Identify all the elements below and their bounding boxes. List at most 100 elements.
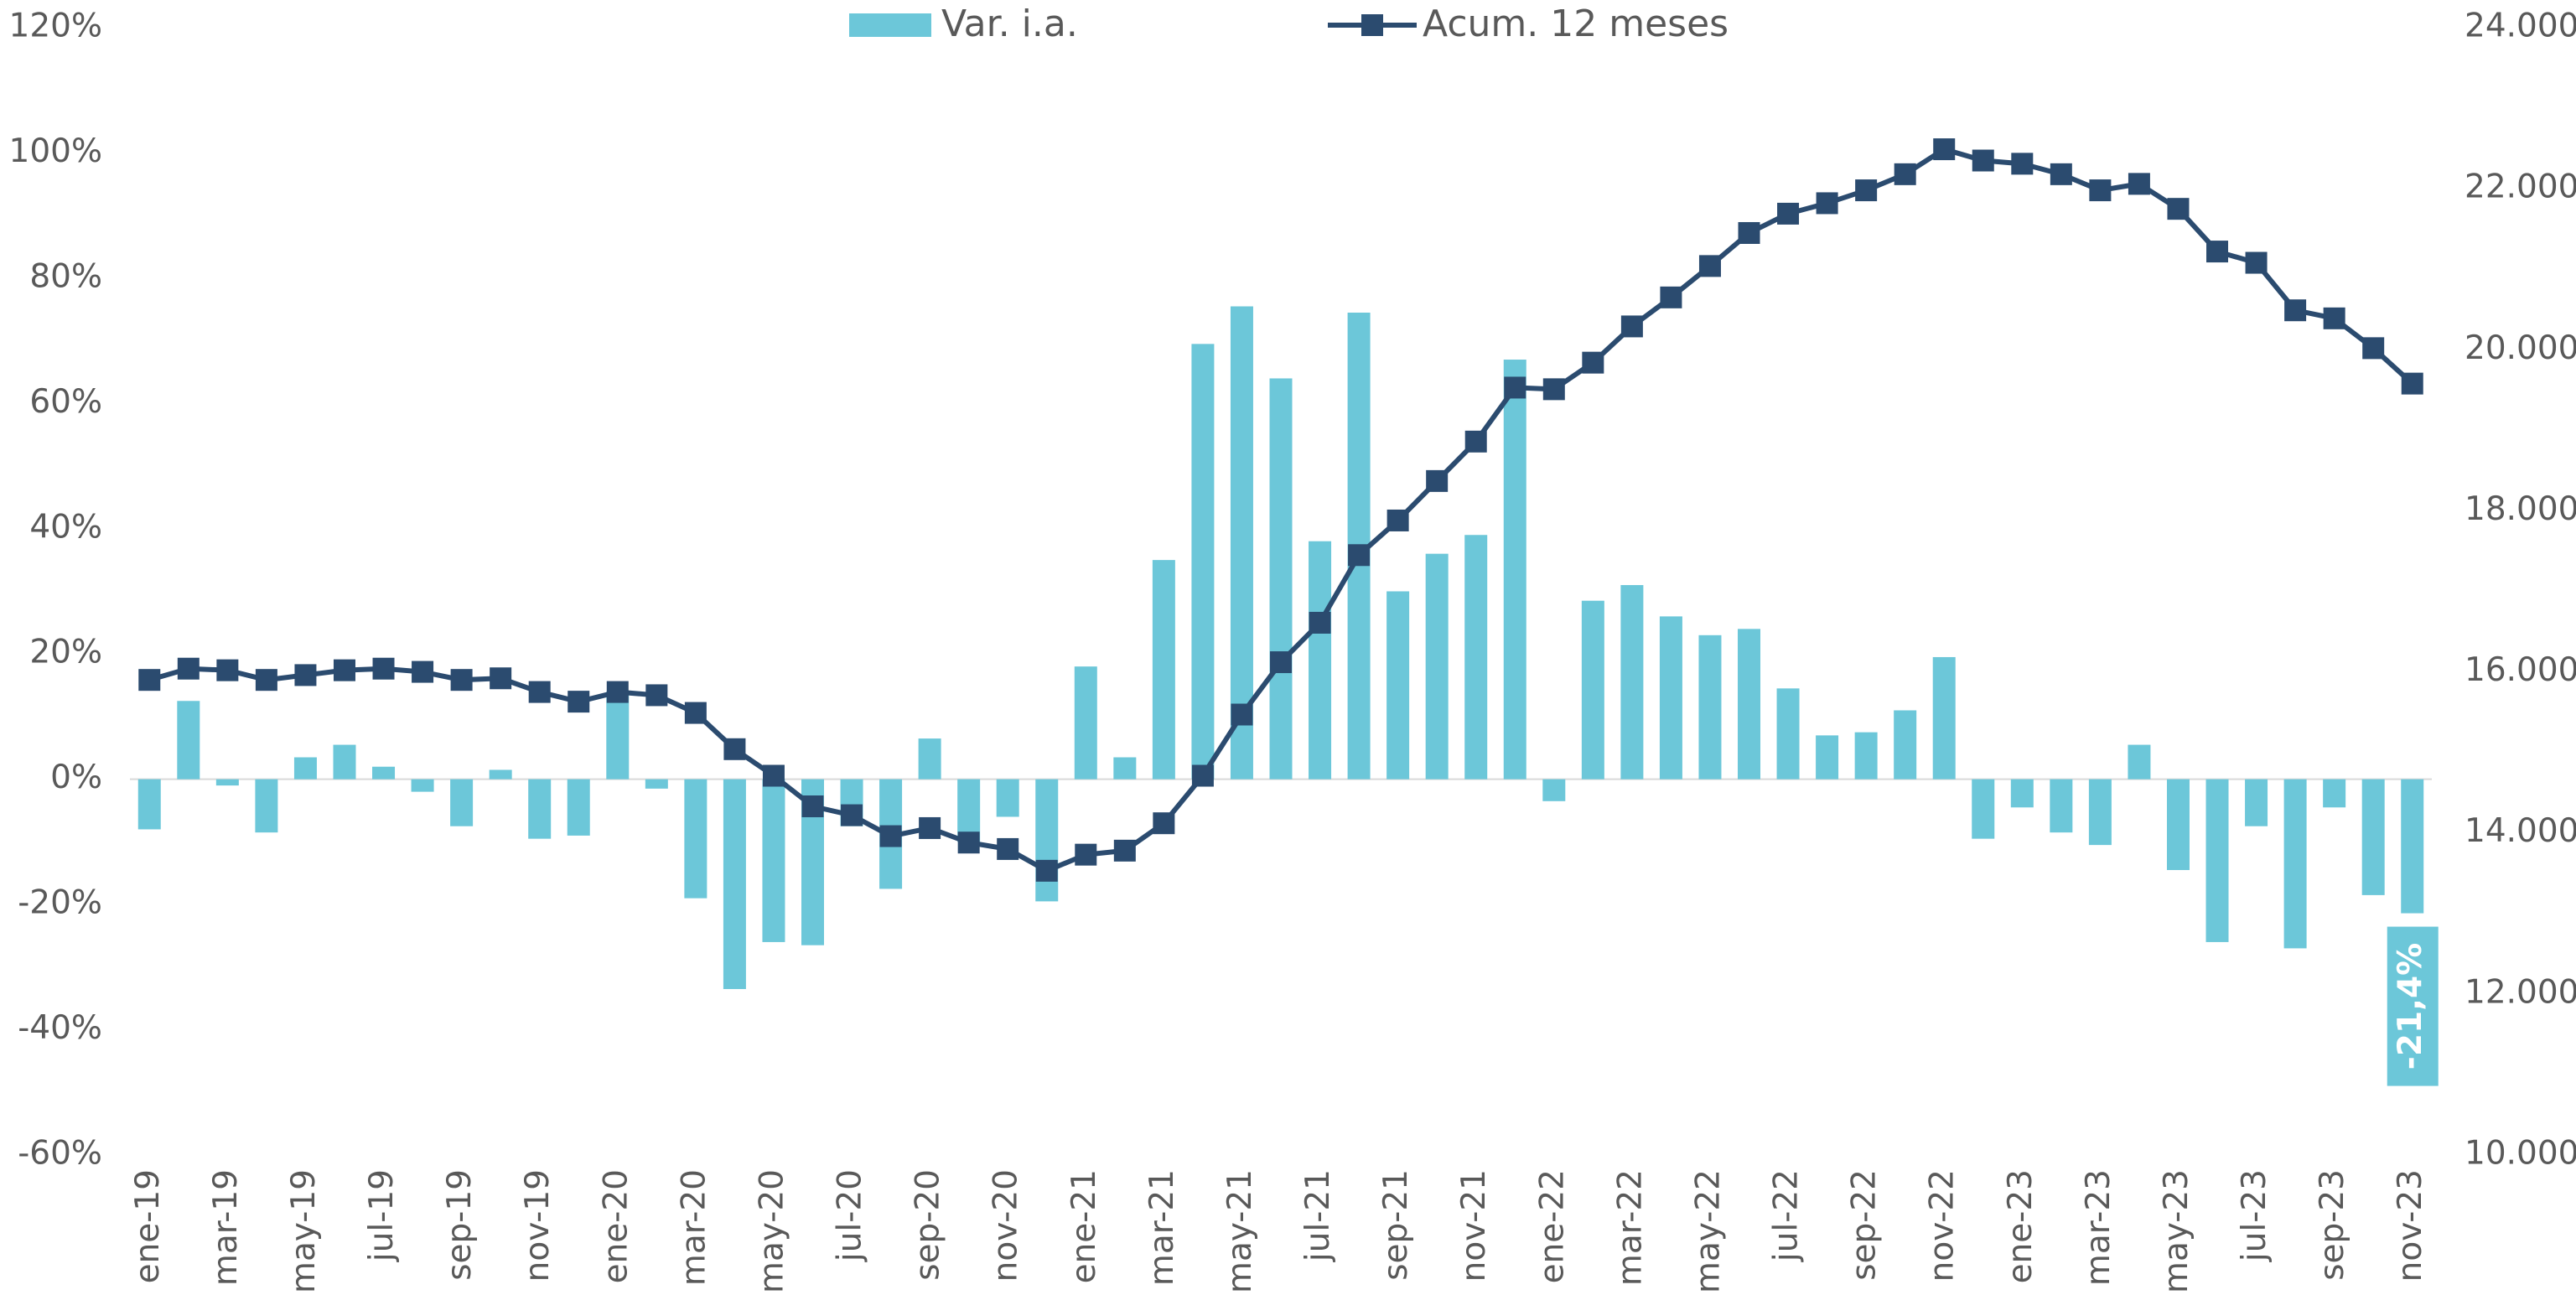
x-tick-label: sep-22	[1846, 1169, 1884, 1281]
marker	[2323, 307, 2345, 329]
marker	[1464, 430, 1487, 453]
y-tick-label: 20%	[29, 634, 102, 671]
marker	[1075, 843, 1097, 866]
marker	[1309, 611, 1331, 634]
marker	[1620, 315, 1643, 338]
x-tick-label: jul-23	[2236, 1169, 2273, 1262]
y2-tick-label: 16.000	[2465, 651, 2576, 689]
marker	[1386, 509, 1409, 531]
marker	[762, 764, 785, 787]
marker	[216, 659, 239, 681]
bar	[1894, 710, 1917, 780]
bar	[1503, 360, 1526, 780]
bar	[996, 779, 1019, 817]
bar	[1035, 779, 1059, 902]
x-tick-label: jul-22	[1768, 1169, 1806, 1262]
marker	[1153, 812, 1175, 835]
x-tick-label: may-20	[753, 1169, 790, 1293]
bar	[762, 779, 785, 942]
marker	[1816, 192, 1838, 215]
marker	[372, 657, 395, 680]
marker	[1933, 138, 1956, 161]
marker	[919, 816, 941, 839]
bar	[2245, 779, 2268, 826]
marker	[723, 738, 746, 760]
marker	[2362, 337, 2385, 360]
y-tick-label: -40%	[18, 1009, 102, 1047]
bar	[1854, 732, 1878, 780]
y-tick-label: -20%	[18, 884, 102, 922]
legend-swatch	[849, 13, 931, 37]
bar	[1972, 779, 1995, 839]
bar	[2361, 779, 2385, 895]
bar	[450, 779, 474, 826]
legend-label: Var. i.a.	[941, 3, 1078, 45]
y-tick-label: 120%	[9, 8, 103, 45]
marker	[1426, 469, 1449, 492]
bar	[957, 779, 981, 842]
y2-tick-label: 14.000	[2465, 812, 2576, 850]
bar	[645, 779, 668, 789]
y2-tick-label: 10.000	[2465, 1135, 2576, 1173]
marker	[1894, 163, 1916, 185]
x-tick-label: sep-21	[1377, 1169, 1415, 1281]
marker	[2401, 372, 2423, 395]
marker	[957, 831, 980, 854]
bar	[684, 779, 707, 899]
bar	[2205, 779, 2229, 942]
legend-swatch	[1361, 14, 1383, 36]
marker	[1231, 703, 1253, 726]
bar	[372, 766, 396, 780]
x-tick-label: mar-21	[1143, 1169, 1181, 1286]
bar	[1191, 344, 1215, 780]
bar	[177, 701, 200, 780]
x-tick-label: nov-22	[1924, 1169, 1962, 1282]
x-tick-label: nov-20	[987, 1169, 1025, 1282]
bar	[1659, 616, 1682, 780]
y-tick-label: 80%	[29, 257, 102, 295]
marker	[684, 702, 707, 724]
bar	[1074, 666, 1097, 780]
marker	[450, 669, 473, 692]
marker	[879, 825, 902, 847]
y2-tick-label: 20.000	[2465, 329, 2576, 367]
bar	[1816, 735, 1839, 780]
x-tick-label: jul-19	[363, 1169, 401, 1262]
data-label: -21,4%	[2392, 943, 2429, 1070]
bar	[1152, 560, 1175, 780]
x-tick-label: sep-23	[2314, 1169, 2351, 1281]
x-tick-label: nov-23	[2392, 1169, 2429, 1282]
marker	[294, 664, 317, 686]
bar	[137, 779, 161, 830]
bar	[1698, 635, 1722, 780]
marker	[1738, 221, 1760, 244]
x-tick-label: ene-21	[1065, 1169, 1103, 1283]
marker	[1777, 202, 1800, 225]
y-tick-label: -60%	[18, 1135, 102, 1173]
y2-tick-label: 12.000	[2465, 973, 2576, 1011]
x-tick-label: sep-20	[910, 1169, 947, 1281]
bar	[1776, 688, 1800, 780]
x-tick-label: mar-19	[207, 1169, 245, 1286]
marker	[2011, 153, 2034, 175]
marker	[1270, 651, 1292, 674]
marker	[2245, 251, 2268, 274]
marker	[2206, 241, 2229, 263]
data-label-box	[2387, 926, 2439, 1086]
x-tick-label: may-19	[285, 1169, 323, 1293]
bar	[1386, 591, 1410, 780]
marker	[1855, 179, 1878, 202]
bar	[1581, 600, 1604, 780]
bar	[606, 692, 630, 780]
bar	[2010, 779, 2034, 808]
marker	[2089, 179, 2112, 202]
x-tick-label: ene-19	[129, 1169, 167, 1283]
marker	[2284, 299, 2307, 322]
marker	[801, 795, 824, 818]
bar	[1932, 656, 1956, 780]
x-tick-label: ene-22	[1533, 1169, 1571, 1283]
x-tick-label: mar-22	[1611, 1169, 1649, 1286]
bar	[1542, 779, 1566, 801]
marker	[1660, 286, 1682, 308]
bar	[2050, 779, 2073, 833]
